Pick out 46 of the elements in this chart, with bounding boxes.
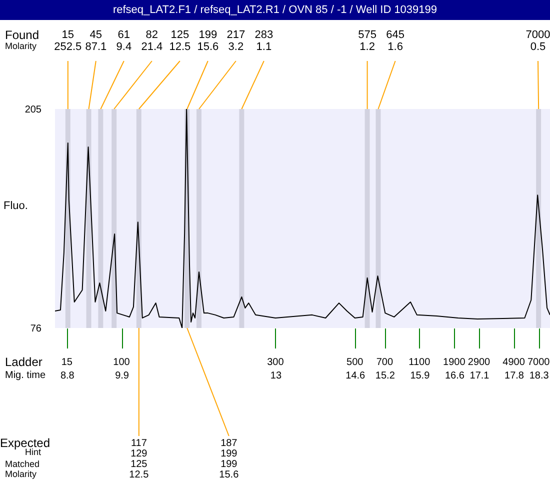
text: 500 [346, 357, 364, 368]
text: 700 [376, 357, 394, 368]
text: 1100 [408, 357, 431, 368]
y-tick-label: 205 [24, 104, 42, 116]
x-tick-label: 8.8 [60, 370, 75, 382]
x-tick-label: 15.2 [375, 370, 396, 382]
text: Mig. time [5, 370, 46, 381]
annotation: 217 3.2 [226, 29, 246, 53]
text: Molarity [5, 469, 38, 479]
x-tick-label: 16.6 [444, 370, 465, 382]
annotation: 117 129 125 12.5 [129, 438, 150, 480]
text: 1900 [443, 357, 466, 368]
annotation: 645 1.6 [386, 29, 404, 53]
x-tick-label: 15.9 [410, 370, 430, 382]
text: 2900 [468, 357, 491, 368]
annotation: 15 252.5 [54, 29, 82, 53]
text: Ladder [5, 355, 42, 369]
text: 100 [113, 357, 130, 368]
annotation: 187 199 199 15.6 [219, 438, 240, 480]
line-series [55, 109, 550, 328]
text: Expected [0, 436, 50, 450]
x-tick-label: 9.9 [115, 370, 130, 382]
x-tick-label: 14.6 [346, 370, 366, 382]
annotation: 575 1.2 [358, 29, 376, 53]
annotation: 82 21.4 [141, 29, 163, 53]
x-tick-label: 13 [270, 370, 282, 382]
annotation: 45 87.1 [85, 29, 107, 53]
x-tick-label: 17.8 [504, 370, 524, 382]
annotation: 283 1.1 [254, 29, 274, 53]
annotation: 61 9.4 [116, 29, 132, 53]
text: Hint [25, 447, 42, 457]
text: Molarity [5, 41, 38, 51]
text: 7000 [527, 357, 550, 368]
annotation: 199 15.6 [197, 29, 219, 53]
annotation: 7000 0.5 [526, 29, 550, 53]
x-tick-label: 17.1 [470, 370, 490, 382]
y-axis-title: Fluo. [4, 200, 28, 212]
text: Matched [5, 459, 40, 469]
text: 15 [61, 357, 73, 368]
chart-title: refseq_LAT2.F1 / refseq_LAT2.R1 / OVN 85 / -1 / Well ID 1039199 [0, 0, 550, 20]
annotation: 125 12.5 [169, 29, 191, 53]
text: 4900 [502, 357, 526, 368]
y-tick-label: 76 [30, 324, 42, 334]
x-tick-label: 18.3 [529, 370, 550, 382]
text: 300 [267, 357, 284, 368]
text: Found [5, 28, 40, 42]
